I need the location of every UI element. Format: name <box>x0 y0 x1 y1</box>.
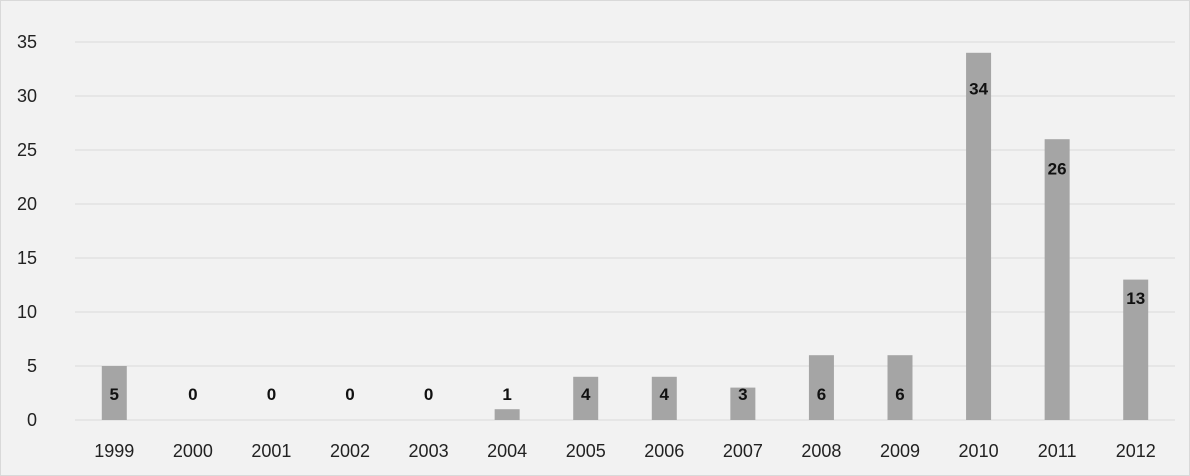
data-label: 13 <box>1126 289 1145 308</box>
x-tick-label: 2008 <box>801 441 841 461</box>
bar-2007 <box>730 387 756 420</box>
data-label: 6 <box>895 385 904 404</box>
x-tick-label: 2011 <box>1038 441 1077 461</box>
data-label: 0 <box>345 385 354 404</box>
data-label: 4 <box>581 385 591 404</box>
y-tick-label: 0 <box>27 410 37 430</box>
y-tick-label: 20 <box>17 194 37 214</box>
bar-2005 <box>573 376 599 420</box>
y-tick-label: 15 <box>17 248 37 268</box>
bar-1999 <box>101 366 127 420</box>
x-axis-tick-labels: 1999 2000 2001 2002 2003 2004 2005 2006 2007 2008… <box>94 441 1155 461</box>
x-tick-label: 2003 <box>409 441 449 461</box>
bar-2010 <box>966 52 992 421</box>
bar-2009 <box>887 355 913 420</box>
gridlines <box>75 41 1175 421</box>
x-tick-label: 2010 <box>959 441 999 461</box>
x-tick-label: 2006 <box>644 441 684 461</box>
x-tick-label: 2005 <box>566 441 606 461</box>
x-tick-label: 1999 <box>94 441 134 461</box>
x-tick-label: 2001 <box>251 441 291 461</box>
data-label: 0 <box>267 385 276 404</box>
bars <box>101 52 1149 421</box>
y-tick-label: 25 <box>17 140 37 160</box>
bar-2011 <box>1044 139 1070 420</box>
data-label: 3 <box>738 385 747 404</box>
y-tick-label: 10 <box>17 302 37 322</box>
x-tick-label: 2009 <box>880 441 920 461</box>
data-label: 0 <box>424 385 433 404</box>
data-label: 34 <box>969 79 988 98</box>
data-label: 4 <box>660 385 670 404</box>
bar-2006 <box>651 376 677 420</box>
data-label: 1 <box>502 385 511 404</box>
x-tick-label: 2007 <box>723 441 763 461</box>
y-tick-label: 35 <box>17 32 37 52</box>
y-tick-label: 5 <box>27 356 37 376</box>
data-label: 6 <box>817 385 826 404</box>
data-label: 0 <box>188 385 197 404</box>
x-tick-label: 2004 <box>487 441 527 461</box>
bar-2012 <box>1123 279 1149 420</box>
bar-2008 <box>808 355 834 420</box>
data-label: 26 <box>1048 159 1067 178</box>
x-tick-label: 2012 <box>1116 441 1156 461</box>
y-tick-label: 30 <box>17 86 37 106</box>
bar-2004 <box>494 409 520 420</box>
data-labels: 5 0 0 0 0 1 4 4 3 6 6 34 26 13 <box>110 79 1146 404</box>
data-label: 5 <box>110 385 119 404</box>
y-axis-tick-labels: 0 5 10 15 20 25 30 35 <box>17 32 37 430</box>
x-tick-label: 2000 <box>173 441 213 461</box>
x-tick-label: 2002 <box>330 441 370 461</box>
